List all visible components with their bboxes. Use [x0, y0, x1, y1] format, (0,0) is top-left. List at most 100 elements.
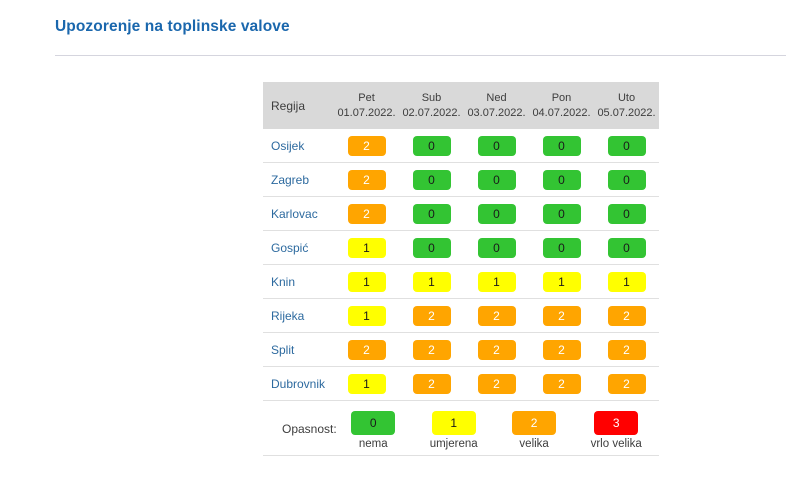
warning-badge: 2 [542, 339, 581, 360]
warning-cell: 1 [594, 271, 659, 292]
warning-badge: 0 [412, 237, 451, 258]
warning-badge: 0 [607, 237, 646, 258]
warning-badge: 0 [607, 203, 646, 224]
day-header-cell: Ned 03.07.2022. [464, 91, 529, 121]
warning-badge: 1 [607, 271, 646, 292]
legend-label: Opasnost: [282, 422, 337, 436]
warning-badge: 2 [412, 373, 451, 394]
warning-cell: 2 [334, 169, 399, 190]
warning-cell: 0 [529, 135, 594, 156]
table-body: Osijek 2 0 0 0 0 Zagreb 2 0 0 0 0 Karlovac 2 0 0 0 0 Gospi… [263, 129, 659, 401]
warning-cell: 2 [399, 339, 464, 360]
warning-badge: 0 [607, 169, 646, 190]
warning-badge: 0 [412, 135, 451, 156]
region-label[interactable]: Dubrovnik [271, 376, 326, 391]
legend-item: 0 nema [351, 411, 396, 450]
day-name: Uto [617, 91, 636, 104]
warning-cell: 2 [529, 373, 594, 394]
warning-cell: 2 [594, 305, 659, 326]
table-row: Karlovac 2 0 0 0 0 [263, 197, 659, 231]
warning-cell: 1 [399, 271, 464, 292]
warning-badge: 0 [477, 203, 516, 224]
warning-badge: 1 [477, 271, 516, 292]
warning-cell: 1 [334, 237, 399, 258]
legend-item: 3 vrlo velika [591, 411, 642, 450]
warning-cell: 1 [464, 271, 529, 292]
warning-badge: 2 [347, 339, 386, 360]
warning-badge: 2 [477, 305, 516, 326]
region-header-cell: Regija [271, 98, 306, 113]
table-header-row: Regija Pet 01.07.2022. Sub 02.07.2022. Ned 03… [263, 82, 659, 129]
table-row: Zagreb 2 0 0 0 0 [263, 163, 659, 197]
warning-badge: 2 [412, 305, 451, 326]
day-date: 05.07.2022. [597, 106, 656, 119]
table-row: Split 2 2 2 2 2 [263, 333, 659, 367]
warning-cell: 1 [529, 271, 594, 292]
warning-badge: 0 [542, 135, 581, 156]
table-row: Osijek 2 0 0 0 0 [263, 129, 659, 163]
warning-badge: 1 [542, 271, 581, 292]
legend-item-label: velika [519, 438, 549, 450]
legend-badge: 1 [431, 411, 476, 435]
day-date: 01.07.2022. [337, 106, 396, 119]
region-label[interactable]: Osijek [271, 138, 305, 153]
warning-cell: 2 [464, 373, 529, 394]
day-date: 04.07.2022. [532, 106, 591, 119]
warning-cell: 2 [334, 135, 399, 156]
warning-badge: 1 [347, 271, 386, 292]
legend-items: 0 nema 1 umjerena 2 velika 3 vrlo velika [334, 411, 659, 450]
warning-cell: 0 [529, 203, 594, 224]
warning-badge: 0 [542, 169, 581, 190]
region-label[interactable]: Knin [271, 274, 296, 289]
region-label[interactable]: Karlovac [271, 206, 318, 221]
warning-cell: 1 [334, 271, 399, 292]
warning-cell: 0 [399, 135, 464, 156]
warning-cell: 0 [399, 203, 464, 224]
warning-badge: 2 [412, 339, 451, 360]
warning-badge: 0 [607, 135, 646, 156]
warning-cell: 2 [464, 339, 529, 360]
warning-cell: 2 [594, 339, 659, 360]
legend-item-label: umjerena [429, 438, 478, 450]
warning-cell: 2 [334, 339, 399, 360]
warning-badge: 0 [477, 237, 516, 258]
warning-cell: 2 [399, 305, 464, 326]
day-date: 02.07.2022. [402, 106, 461, 119]
warning-cell: 0 [399, 237, 464, 258]
warning-cell: 0 [594, 237, 659, 258]
warning-badge: 2 [347, 169, 386, 190]
warning-badge: 0 [477, 135, 516, 156]
day-header-cell: Pon 04.07.2022. [529, 91, 594, 121]
warning-cell: 2 [529, 305, 594, 326]
page-title: Upozorenje na toplinske valove [55, 18, 290, 35]
day-name: Sub [421, 91, 442, 104]
warning-badge: 2 [347, 135, 386, 156]
table-row: Rijeka 1 2 2 2 2 [263, 299, 659, 333]
warning-cell: 0 [529, 169, 594, 190]
warning-badge: 2 [542, 305, 581, 326]
region-label[interactable]: Gospić [271, 240, 309, 255]
table-row: Gospić 1 0 0 0 0 [263, 231, 659, 265]
warning-cell: 0 [594, 203, 659, 224]
warning-badge: 0 [412, 169, 451, 190]
legend-row: Opasnost: 0 nema 1 umjerena 2 velika 3 vrlo vel… [263, 401, 659, 456]
warning-badge: 1 [347, 237, 386, 258]
warning-cell: 0 [464, 203, 529, 224]
warning-badge: 2 [607, 339, 646, 360]
warning-cell: 0 [464, 135, 529, 156]
warning-badge: 2 [542, 373, 581, 394]
heat-wave-warning-table: Regija Pet 01.07.2022. Sub 02.07.2022. Ned 03… [263, 82, 659, 456]
region-label[interactable]: Rijeka [271, 308, 305, 323]
day-name: Ned [486, 91, 507, 104]
legend-badge: 0 [351, 411, 396, 435]
table-row: Knin 1 1 1 1 1 [263, 265, 659, 299]
legend-item-label: nema [358, 438, 388, 450]
legend-badge: 2 [512, 411, 557, 435]
warning-cell: 1 [334, 305, 399, 326]
region-label[interactable]: Split [271, 342, 295, 357]
region-label[interactable]: Zagreb [271, 172, 310, 187]
warning-cell: 2 [529, 339, 594, 360]
day-name: Pet [358, 91, 375, 104]
warning-badge: 0 [542, 203, 581, 224]
legend-item-label: vrlo velika [590, 438, 642, 450]
